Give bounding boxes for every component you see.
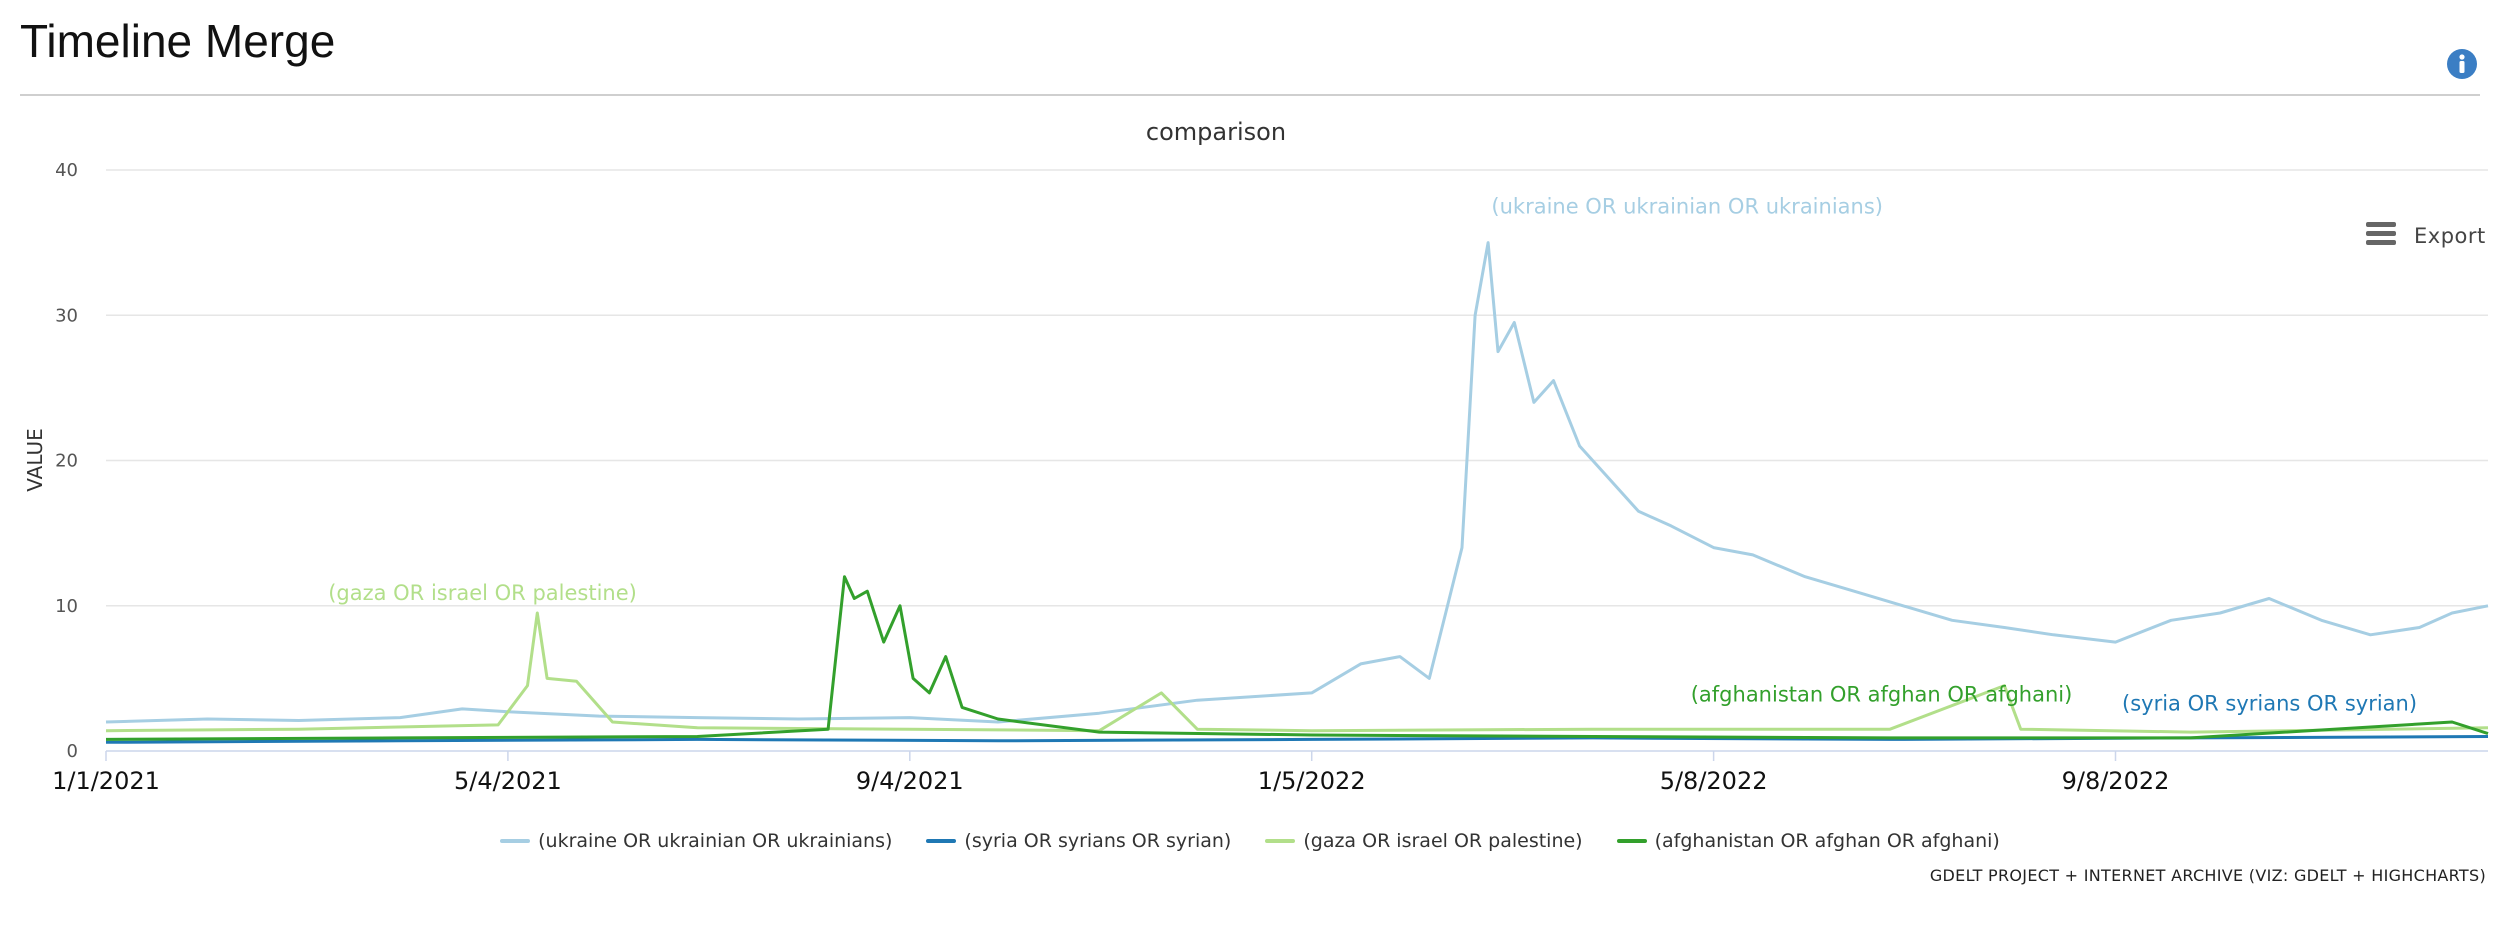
series-line [105, 575, 2489, 741]
series-line [105, 241, 2489, 724]
export-button[interactable]: Export [2366, 218, 2490, 254]
chart-title: comparison [1146, 118, 1286, 146]
y-tick-label: 40 [55, 160, 78, 181]
info-icon[interactable] [2446, 48, 2478, 80]
legend-label: (ukraine OR ukrainian OR ukrainians) [538, 830, 893, 852]
legend-swatch [1265, 839, 1296, 843]
y-tick-label: 30 [55, 305, 78, 326]
x-tick-label: 5/8/2022 [1660, 767, 1768, 795]
title-divider [20, 94, 2480, 96]
export-label: Export [2414, 224, 2486, 248]
series-line [105, 611, 2489, 734]
x-tick-label: 1/1/2021 [52, 767, 160, 795]
legend-label: (syria OR syrians OR syrian) [964, 830, 1232, 852]
x-tick-label: 9/4/2021 [856, 767, 964, 795]
y-tick-label: 10 [55, 596, 78, 617]
series-annotation: (gaza OR israel OR palestine) [328, 581, 637, 605]
legend-swatch [500, 839, 531, 843]
x-tick-label: 5/4/2021 [454, 767, 562, 795]
legend-label: (afghanistan OR afghan OR afghani) [1654, 830, 2000, 852]
chart-credits: GDELT PROJECT + INTERNET ARCHIVE (VIZ: G… [1929, 866, 2486, 885]
x-tick-label: 9/8/2022 [2062, 767, 2170, 795]
series-annotation: (afghanistan OR afghan OR afghani) [1691, 683, 2073, 707]
y-axis-label: VALUE [23, 428, 47, 492]
legend-swatch [926, 839, 957, 843]
chart-legend: (ukraine OR ukrainian OR ukrainians) (syr… [0, 826, 2500, 856]
legend-item[interactable]: (ukraine OR ukrainian OR ukrainians) [500, 826, 892, 856]
legend-item[interactable]: (gaza OR israel OR palestine) [1265, 826, 1583, 856]
page-title: Timeline Merge [20, 15, 336, 67]
hamburger-icon [2366, 222, 2396, 246]
series-annotation: (syria OR syrians OR syrian) [2122, 691, 2417, 715]
line-chart: comparison 0 10 20 30 40 VALUE 1/1/2021 5/4/2021… [23, 118, 2489, 795]
y-tick-label: 20 [55, 451, 78, 472]
legend-swatch [1616, 839, 1647, 843]
chart-container: comparison 0 10 20 30 40 VALUE 1/1/2021 5/4/2021… [0, 100, 2500, 920]
legend-item[interactable]: (syria OR syrians OR syrian) [926, 826, 1231, 856]
legend-item[interactable]: (afghanistan OR afghan OR afghani) [1616, 826, 2000, 856]
series-annotation: (ukraine OR ukrainian OR ukrainians) [1491, 195, 1883, 219]
x-tick-label: 1/5/2022 [1258, 767, 1366, 795]
legend-label: (gaza OR israel OR palestine) [1303, 830, 1583, 852]
y-tick-label: 0 [67, 741, 78, 762]
